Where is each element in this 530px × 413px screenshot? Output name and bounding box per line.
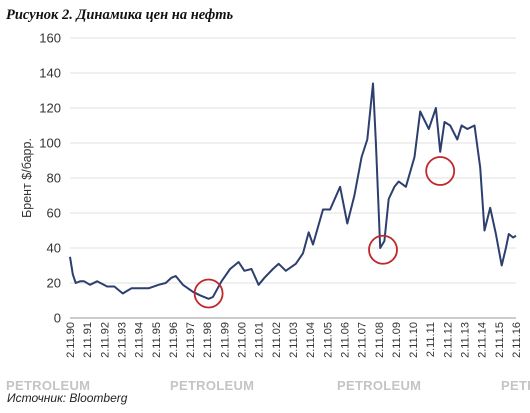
x-tick-label: 2.11.12 [442, 322, 454, 358]
annotation-circle [425, 156, 456, 186]
x-tick-label: 2.11.11 [425, 322, 437, 357]
annotation-circle [193, 278, 224, 309]
x-tick-label: 2.11.09 [391, 322, 403, 358]
source-note: Источник: Bloomberg [7, 391, 128, 405]
x-tick-label: 2.11.97 [185, 322, 197, 358]
x-tick-label: 2.11.04 [305, 322, 317, 358]
y-tick-label: 160 [39, 31, 61, 46]
x-tick-label: 2.11.01 [254, 322, 266, 358]
x-tick-label: 2.11.06 [339, 322, 351, 358]
y-tick-label: 40 [47, 241, 61, 256]
x-tick-label: 2.11.10 [408, 322, 420, 358]
watermark-1: PETROLEUM [6, 378, 91, 393]
x-tick-label: 2.11.95 [151, 322, 163, 358]
x-tick-label: 2.11.96 [168, 322, 180, 358]
x-tick-labels: 2.11.90 2.11.91 2.11.92 2.11.93 2.11.94 2.11.… [65, 322, 523, 358]
watermark-2: PETROLEUM [170, 378, 255, 393]
x-tick-label: 2.11.91 [82, 322, 94, 358]
x-tick-label: 2.11.05 [322, 322, 334, 358]
y-tick-label: 80 [47, 171, 61, 186]
y-tick-labels: 0 20 40 60 80 100 120 140 160 [39, 31, 61, 326]
annotation-circles [193, 156, 456, 309]
chart-title: Рисунок 2. Динамика цен на нефть [6, 7, 234, 23]
y-tick-label: 100 [39, 136, 61, 151]
annotation-circle [368, 234, 398, 265]
watermark-3: PETROLEUM [337, 378, 422, 393]
x-tick-label: 2.11.13 [460, 322, 472, 358]
y-tick-label: 60 [47, 206, 61, 221]
x-tick-label: 2.11.03 [288, 322, 300, 358]
x-tick-label: 2.11.02 [271, 322, 283, 358]
x-tick-label: 2.11.92 [99, 322, 111, 358]
x-tick-label: 2.11.99 [219, 322, 231, 358]
x-tick-label: 2.11.93 [116, 322, 128, 358]
x-tick-label: 2.11.16 [511, 322, 523, 358]
brent-price-line [69, 82, 517, 300]
x-tick-label: 2.11.90 [65, 322, 77, 358]
y-axis-label: Брент $/барр. [20, 138, 34, 218]
x-tick-label: 2.11.00 [237, 322, 249, 358]
x-tick-label: 2.11.08 [374, 322, 386, 358]
y-tick-label: 120 [39, 101, 61, 116]
x-tick-label: 2.11.98 [202, 322, 214, 358]
y-tick-label: 20 [47, 276, 61, 291]
grid-lines [70, 37, 516, 284]
x-tick-label: 2.11.14 [477, 322, 489, 358]
watermark-4: PETROLEUM [501, 378, 530, 393]
x-tick-label: 2.11.07 [357, 322, 369, 358]
y-tick-label: 140 [39, 66, 61, 81]
x-tick-label: 2.11.15 [494, 322, 506, 358]
x-tick-label: 2.11.94 [134, 322, 146, 358]
y-tick-label: 0 [54, 311, 61, 326]
